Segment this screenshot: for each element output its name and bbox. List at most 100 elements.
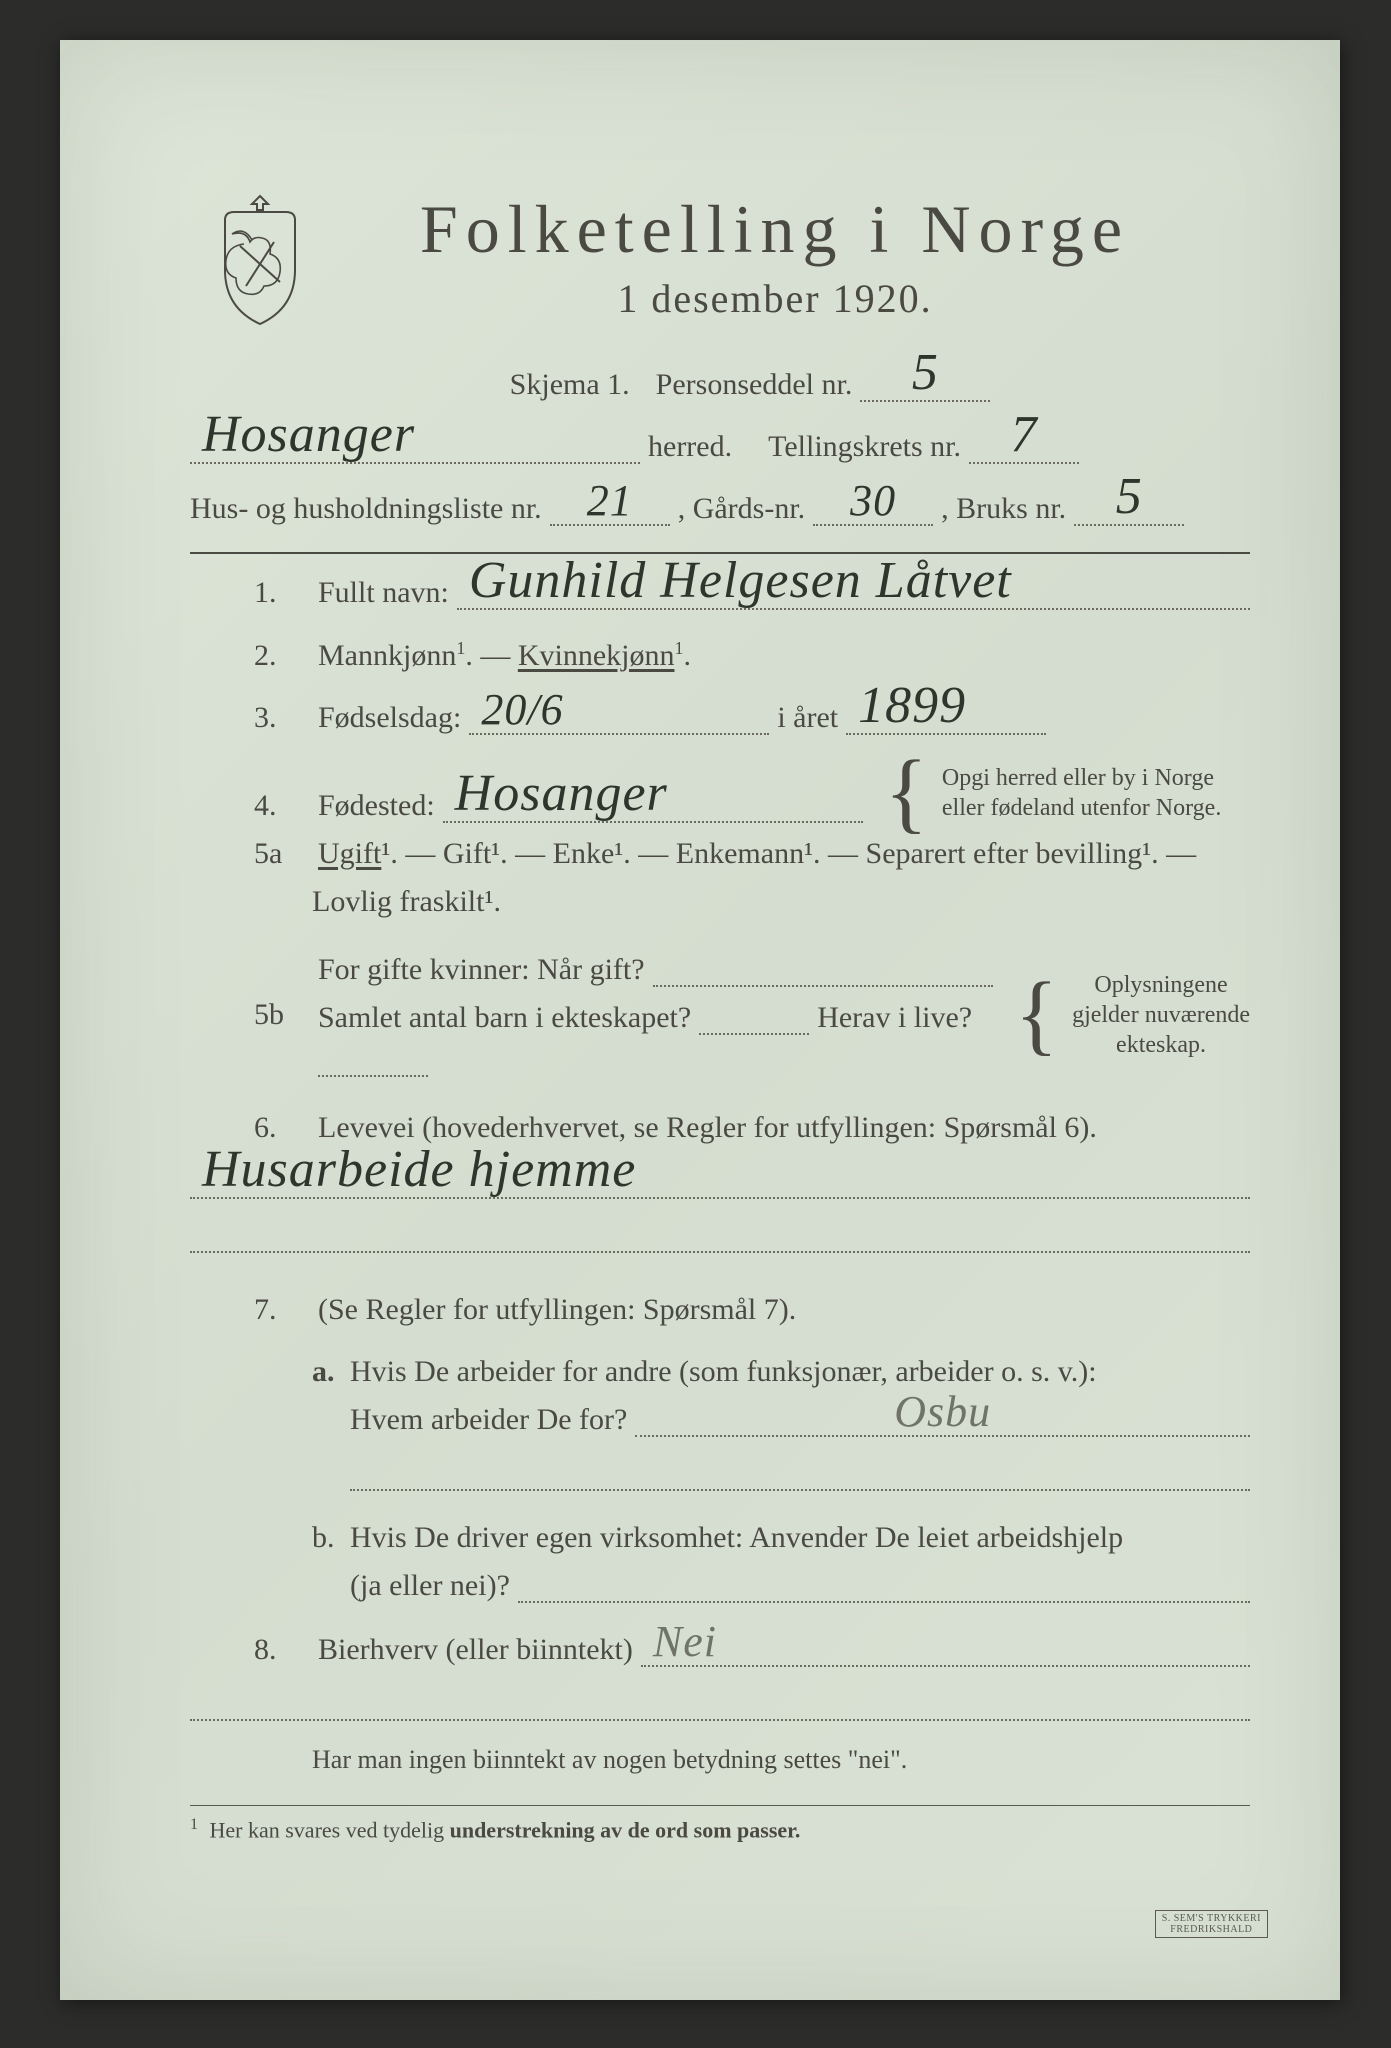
gards-field: 30 [813,492,933,526]
q3-num: 3. [254,701,310,735]
q3-year-field: 1899 [846,701,1046,735]
q8-row: 8. Bierhverv (eller biinntekt) Nei [190,1633,1250,1667]
document-title: Folketelling i Norge [300,190,1250,269]
q4-num: 4. [254,789,310,823]
document-subtitle: 1 desember 1920. [300,275,1250,322]
q6-value: Husarbeide hjemme [202,1140,636,1199]
bruks-field: 5 [1074,492,1184,526]
q7b-row: b. Hvis De driver egen virksomhet: Anven… [190,1521,1250,1555]
brace-icon: { [1015,988,1058,1042]
q7a-line2: Hvem arbeider De for? [350,1403,627,1437]
q1-field: Gunhild Helgesen Låtvet [457,576,1250,610]
q4-row: 4. Fødested: Hosanger { Opgi herred elle… [190,763,1250,823]
q2-row: 2. Mannkjønn1. — Kvinnekjønn1. [190,638,1250,673]
q8-label: Bierhverv (eller biinntekt) [318,1633,633,1667]
q1-num: 1. [254,576,310,610]
q7b-line2: (ja eller nei)? [350,1569,510,1603]
q5a-opts: Ugift¹. — Gift¹. — Enke¹. — Enkemann¹. —… [318,837,1196,871]
q4-value: Hosanger [455,764,668,823]
q5b-label3: Herav i live? [817,1001,972,1035]
q7a-row: a. Hvis De arbeider for andre (som funks… [190,1355,1250,1389]
tellingskrets-field: 7 [969,430,1079,464]
q8-hint: Har man ingen biinntekt av nogen betydni… [312,1745,907,1775]
q3-row: 3. Fødselsdag: 20/6 i året 1899 [190,701,1250,735]
q7a-value: Osbu [894,1386,991,1437]
q7a-row2: Hvem arbeider De for? Osbu [190,1403,1250,1437]
tellingskrets-value: 7 [1011,405,1038,464]
q3-day-value: 20/6 [481,684,563,735]
q1-value: Gunhild Helgesen Låtvet [469,551,1012,610]
q7a-field-2 [350,1451,1250,1491]
q1-row: 1. Fullt navn: Gunhild Helgesen Låtvet [190,576,1250,610]
husliste-label: Hus- og husholdningsliste nr. [190,492,542,526]
q3-label: Fødselsdag: [318,701,461,735]
q5a-row: 5a Ugift¹. — Gift¹. — Enke¹. — Enkemann¹… [190,837,1250,871]
q3-mid: i året [777,701,838,735]
q8-field: Nei [641,1633,1250,1667]
q4-note: Opgi herred eller by i Norge eller fødel… [942,763,1221,823]
census-form-paper: Folketelling i Norge 1 desember 1920. Sk… [60,40,1340,2000]
q5b-field3 [318,1043,428,1077]
husliste-value: 21 [587,475,633,526]
q2-kvinne: Kvinnekjønn [518,639,675,672]
q7a-line1: Hvis De arbeider for andre (som funksjon… [350,1355,1097,1389]
q8-value: Nei [653,1616,717,1667]
skjema-label: Skjema 1. [510,368,630,402]
husliste-field: 21 [550,492,670,526]
q5b-note: Oplysningene gjelder nuværende ekteskap. [1072,970,1250,1060]
q2-num: 2. [254,639,310,673]
q3-day-field: 20/6 [469,701,769,735]
q6-field-2 [190,1213,1250,1253]
scan-background: Folketelling i Norge 1 desember 1920. Sk… [0,0,1391,2048]
q5b-label2: Samlet antal barn i ekteskapet? [318,1001,691,1035]
q7-row: 7. (Se Regler for utfyllingen: Spørsmål … [190,1293,1250,1327]
q7-label: (Se Regler for utfyllingen: Spørsmål 7). [318,1293,796,1327]
herred-value: Hosanger [202,405,415,464]
tellingskrets-label: Tellingskrets nr. [768,430,961,464]
q1-label: Fullt navn: [318,576,449,610]
herred-field: Hosanger [190,430,640,464]
footnote-text: Her kan svares ved tydelig understreknin… [210,1817,801,1842]
q7-num: 7. [254,1293,310,1327]
herred-row: Hosanger herred. Tellingskrets nr. 7 [190,430,1250,464]
brace-icon: { [885,766,928,820]
q7b-num: b. [312,1521,342,1555]
q4-field: Hosanger [443,789,863,823]
q7b-field [518,1569,1250,1603]
printer-mark: S. SEM'S TRYKKERI FREDRIKSHALD [1155,1910,1268,1938]
q5b-label1: For gifte kvinner: Når gift? [318,953,645,987]
gards-label: , Gårds-nr. [678,492,805,526]
q7b-row2: (ja eller nei)? [190,1569,1250,1603]
q8-num: 8. [254,1633,310,1667]
q5a-selected: Ugift [318,837,381,870]
q5a-opts2: Lovlig fraskilt¹. [312,885,501,919]
q5b-field2 [699,1001,809,1035]
personseddel-nr-value: 5 [912,343,939,402]
footnote-sup: 1 [190,1816,198,1833]
q3-year-value: 1899 [858,676,966,735]
q5b-num: 5b [254,998,310,1032]
personseddel-nr-field: 5 [860,368,990,402]
q5b-row: 5b For gifte kvinner: Når gift? Samlet a… [190,953,1250,1077]
q2-mann: Mannkjønn [318,639,456,672]
liste-row: Hus- og husholdningsliste nr. 21 , Gårds… [190,492,1250,526]
herred-label: herred. [648,430,732,464]
q5b-field1 [653,953,993,987]
footnote: 1 Her kan svares ved tydelig understrekn… [190,1805,1250,1843]
q8-field-2 [190,1681,1250,1721]
gards-value: 30 [850,475,896,526]
q5a-num: 5a [254,837,310,871]
q2-text: Mannkjønn1. — Kvinnekjønn1. [318,638,691,673]
q8-hint-row: Har man ingen biinntekt av nogen betydni… [190,1745,1250,1775]
norway-coat-of-arms-icon [210,190,310,330]
q7b-line1: Hvis De driver egen virksomhet: Anvender… [350,1521,1123,1555]
q5a-row2: Lovlig fraskilt¹. [190,885,1250,919]
q6-field: Husarbeide hjemme [190,1159,1250,1199]
q7a-num: a. [312,1355,342,1389]
bruks-value: 5 [1116,467,1143,526]
bruks-label: , Bruks nr. [941,492,1066,526]
personseddel-label: Personseddel nr. [656,368,853,402]
q7a-field: Osbu [635,1403,1250,1437]
q4-label: Fødested: [318,789,435,823]
skjema-row: Skjema 1. Personseddel nr. 5 [250,368,1250,402]
